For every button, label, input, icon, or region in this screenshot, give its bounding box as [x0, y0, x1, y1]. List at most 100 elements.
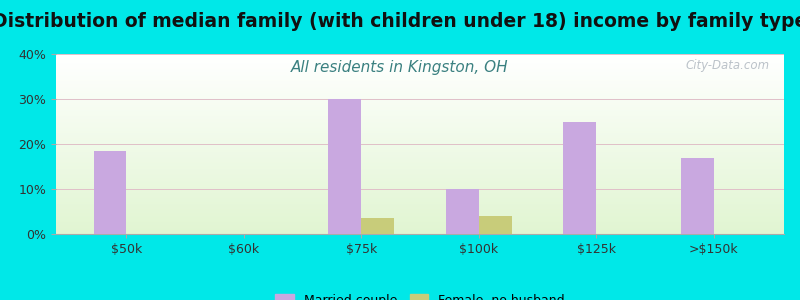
Bar — [56, 233, 784, 234]
Bar — [56, 134, 784, 135]
Bar — [56, 167, 784, 168]
Bar — [56, 130, 784, 131]
Legend: Married couple, Female, no husband: Married couple, Female, no husband — [275, 294, 565, 300]
Bar — [56, 151, 784, 152]
Bar — [329, 99, 362, 234]
Bar — [56, 152, 784, 153]
Bar — [56, 110, 784, 111]
Bar — [56, 125, 784, 126]
Bar — [56, 81, 784, 82]
Bar — [56, 107, 784, 108]
Bar — [56, 158, 784, 159]
Bar — [56, 156, 784, 157]
Bar — [56, 59, 784, 60]
Bar — [56, 66, 784, 67]
Bar — [56, 97, 784, 98]
Bar — [56, 194, 784, 195]
Bar — [56, 176, 784, 177]
Bar — [56, 189, 784, 190]
Bar — [56, 204, 784, 205]
Bar — [56, 112, 784, 113]
Bar — [56, 169, 784, 170]
Bar — [56, 146, 784, 147]
Bar — [56, 205, 784, 206]
Bar — [56, 183, 784, 184]
Bar — [56, 223, 784, 224]
Bar — [56, 60, 784, 61]
Bar — [56, 141, 784, 142]
Bar — [56, 136, 784, 137]
Bar — [56, 82, 784, 83]
Bar — [446, 189, 478, 234]
Bar — [56, 85, 784, 86]
Bar — [56, 164, 784, 165]
Bar — [681, 158, 714, 234]
Bar — [56, 105, 784, 106]
Bar — [56, 92, 784, 93]
Bar — [56, 197, 784, 198]
Bar — [56, 171, 784, 172]
Bar — [56, 137, 784, 138]
Bar — [56, 65, 784, 66]
Bar — [56, 202, 784, 203]
Bar — [56, 55, 784, 56]
Bar — [56, 115, 784, 116]
Bar — [56, 122, 784, 123]
Bar — [56, 206, 784, 207]
Bar — [56, 114, 784, 115]
Bar — [56, 90, 784, 91]
Bar — [56, 100, 784, 101]
Bar — [56, 83, 784, 84]
Bar — [56, 61, 784, 62]
Bar — [56, 64, 784, 65]
Bar — [56, 186, 784, 187]
Bar — [56, 98, 784, 99]
Text: Distribution of median family (with children under 18) income by family type: Distribution of median family (with chil… — [0, 12, 800, 31]
Bar — [56, 135, 784, 136]
Bar — [56, 207, 784, 208]
Bar — [56, 57, 784, 58]
Bar — [56, 231, 784, 232]
Bar — [56, 74, 784, 75]
Bar — [56, 177, 784, 178]
Bar — [56, 69, 784, 70]
Bar — [56, 88, 784, 89]
Bar — [56, 123, 784, 124]
Bar — [56, 162, 784, 163]
Bar — [56, 201, 784, 202]
Bar — [56, 161, 784, 162]
Bar — [56, 93, 784, 94]
Bar — [56, 199, 784, 200]
Bar — [56, 191, 784, 192]
Bar — [56, 172, 784, 173]
Bar — [362, 218, 394, 234]
Bar — [56, 87, 784, 88]
Bar — [56, 155, 784, 156]
Bar — [56, 132, 784, 133]
Bar — [56, 70, 784, 71]
Bar — [56, 222, 784, 223]
Bar — [56, 67, 784, 68]
Bar — [56, 215, 784, 216]
Bar — [56, 180, 784, 181]
Bar — [56, 230, 784, 231]
Bar — [56, 149, 784, 150]
Bar — [56, 127, 784, 128]
Bar — [56, 208, 784, 209]
Bar — [56, 225, 784, 226]
Bar — [56, 76, 784, 77]
Bar — [56, 224, 784, 225]
Bar — [56, 103, 784, 104]
Bar — [56, 101, 784, 102]
Bar — [94, 151, 126, 234]
Bar — [56, 232, 784, 233]
Bar — [56, 218, 784, 219]
Bar — [56, 71, 784, 72]
Bar — [56, 210, 784, 211]
Bar — [56, 221, 784, 222]
Bar — [56, 129, 784, 130]
Bar — [56, 228, 784, 229]
Bar — [56, 73, 784, 74]
Bar — [56, 202, 784, 203]
Bar — [56, 68, 784, 69]
